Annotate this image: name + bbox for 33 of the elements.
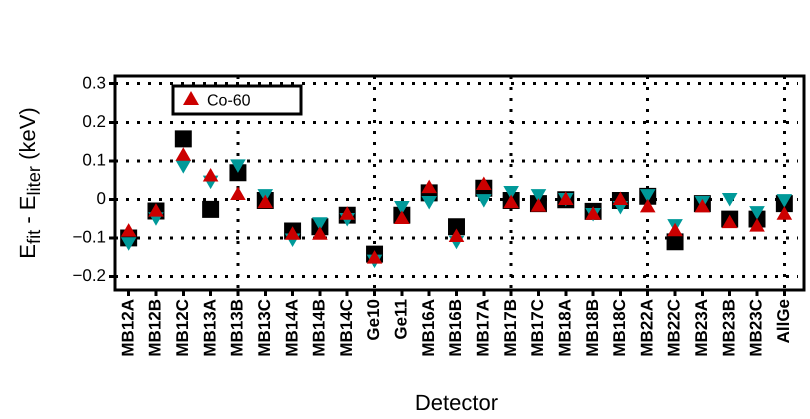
x-tick-label: MB16B [446,299,466,357]
x-tick-label: MB16A [418,299,438,357]
y-tick-label: −0.2 [72,266,106,286]
x-tick-label: MB12B [146,299,165,357]
x-tick-label: MB12C [172,299,192,357]
x-tick-label: MB13A [200,299,220,357]
x-tick-label: MB23B [719,299,738,357]
x-tick-label: MB17B [500,299,520,357]
x-tick-label: Ge11 [392,299,411,340]
y-tick-label: −0.1 [72,228,106,247]
y-tick-label: 0.3 [82,73,106,92]
y-tick-label: 0 [96,189,106,208]
x-axis-title: Detector [414,390,498,415]
x-tick-label: AllGe [774,299,794,344]
x-tick-label: MB18B [582,299,602,357]
x-tick-label: MB14B [310,299,329,357]
x-tick-label: MB22C [664,299,684,357]
x-tick-label: MB13C [254,299,274,357]
x-tick-label: MB17C [528,299,548,357]
x-tick-label: MB13B [228,299,247,357]
y-tick-label: 0.1 [82,150,106,170]
x-tick-label: MB22A [637,299,656,357]
x-tick-label: MB18A [555,299,574,357]
x-tick-label: Ge10 [364,299,384,341]
x-tick-label: MB23A [692,299,712,357]
x-tick-label: MB12A [118,299,138,357]
x-tick-label: MB17A [474,299,493,357]
x-tick-label: MB14A [282,299,302,357]
x-tick-label: MB18C [610,299,630,357]
x-tick-label: MB14C [336,299,356,357]
legend-label: Co-60 [207,92,251,110]
y-tick-label: 0.2 [82,112,106,131]
x-tick-label: MB23C [746,299,766,357]
